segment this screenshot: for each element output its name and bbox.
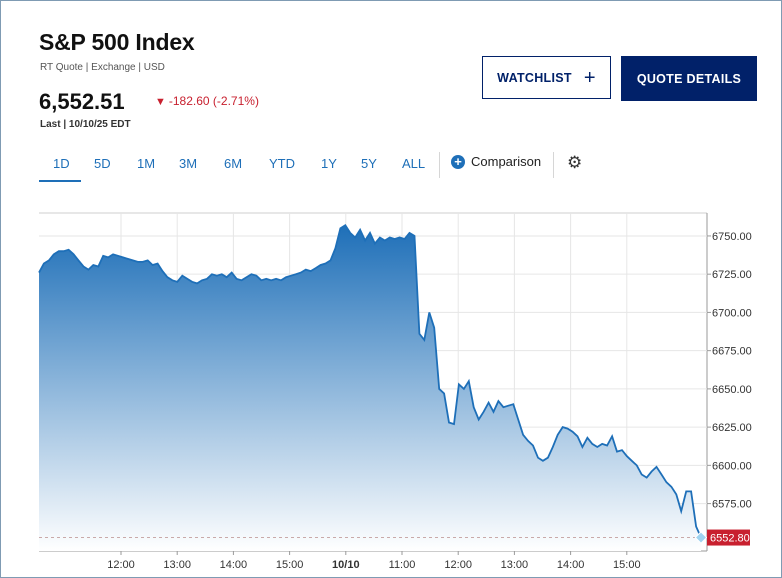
watchlist-label: WATCHLIST: [497, 70, 572, 85]
time-range-tabs: 1D 5D 1M 3M 6M YTD 1Y 5Y ALL + Compariso…: [39, 148, 599, 182]
comparison-label: Comparison: [471, 154, 542, 169]
last-value-label: 6552.80: [710, 533, 750, 545]
price-area: [39, 225, 701, 551]
tab-5y[interactable]: 5Y: [361, 156, 377, 171]
last-timestamp: Last | 10/10/25 EDT: [40, 119, 131, 130]
x-tick-label: 15:00: [276, 559, 304, 571]
tab-1y[interactable]: 1Y: [321, 156, 337, 171]
x-tick-label: 12:00: [107, 559, 135, 571]
tab-ytd[interactable]: YTD: [269, 156, 295, 171]
quote-meta: RT Quote | Exchange | USD: [40, 62, 165, 73]
x-tick-label: 13:00: [163, 559, 191, 571]
y-tick-label: 6650.00: [712, 384, 752, 396]
watchlist-button[interactable]: WATCHLIST +: [482, 56, 611, 99]
tab-divider: [439, 152, 440, 178]
price-change: ▼ -182.60 (-2.71%): [155, 94, 259, 108]
quote-details-label: QUOTE DETAILS: [636, 71, 742, 86]
x-tick-label: 10/10: [332, 559, 360, 571]
x-tick-label: 12:00: [444, 559, 472, 571]
gear-icon[interactable]: ⚙: [567, 153, 583, 172]
tab-3m[interactable]: 3M: [179, 156, 198, 171]
y-tick-label: 6625.00: [712, 422, 752, 434]
price-change-value: -182.60 (-2.71%): [168, 94, 259, 108]
plus-icon: +: [583, 66, 596, 89]
last-value-badge: [707, 529, 750, 546]
x-tick-label: 14:00: [220, 559, 248, 571]
tab-all[interactable]: ALL: [402, 156, 426, 171]
y-tick-label: 6575.00: [712, 499, 752, 511]
y-tick-label: 6600.00: [712, 460, 752, 472]
tab-1d[interactable]: 1D: [53, 156, 70, 171]
x-tick-label: 14:00: [557, 559, 585, 571]
y-tick-label: 6675.00: [712, 346, 752, 358]
y-tick-label: 6700.00: [712, 307, 752, 319]
plus-circle-icon: +: [451, 154, 465, 169]
tab-6m[interactable]: 6M: [224, 156, 243, 171]
tab-divider: [553, 152, 554, 178]
comparison-button[interactable]: + Comparison: [451, 154, 541, 169]
x-tick-label: 11:00: [389, 559, 416, 571]
down-triangle-icon: ▼: [155, 96, 166, 108]
quote-details-button[interactable]: QUOTE DETAILS: [621, 56, 757, 101]
x-tick-label: 15:00: [613, 559, 641, 571]
tab-5d[interactable]: 5D: [94, 156, 111, 171]
y-tick-label: 6725.00: [712, 269, 752, 281]
y-tick-label: 6750.00: [712, 231, 752, 243]
active-tab-indicator: [39, 180, 81, 182]
price-line: [38, 223, 702, 538]
last-point-marker: [694, 531, 708, 544]
page-title: S&P 500 Index: [39, 29, 195, 55]
x-tick-label: 13:00: [501, 559, 529, 571]
tab-1m[interactable]: 1M: [137, 156, 156, 171]
last-price: 6,552.51: [39, 89, 125, 114]
